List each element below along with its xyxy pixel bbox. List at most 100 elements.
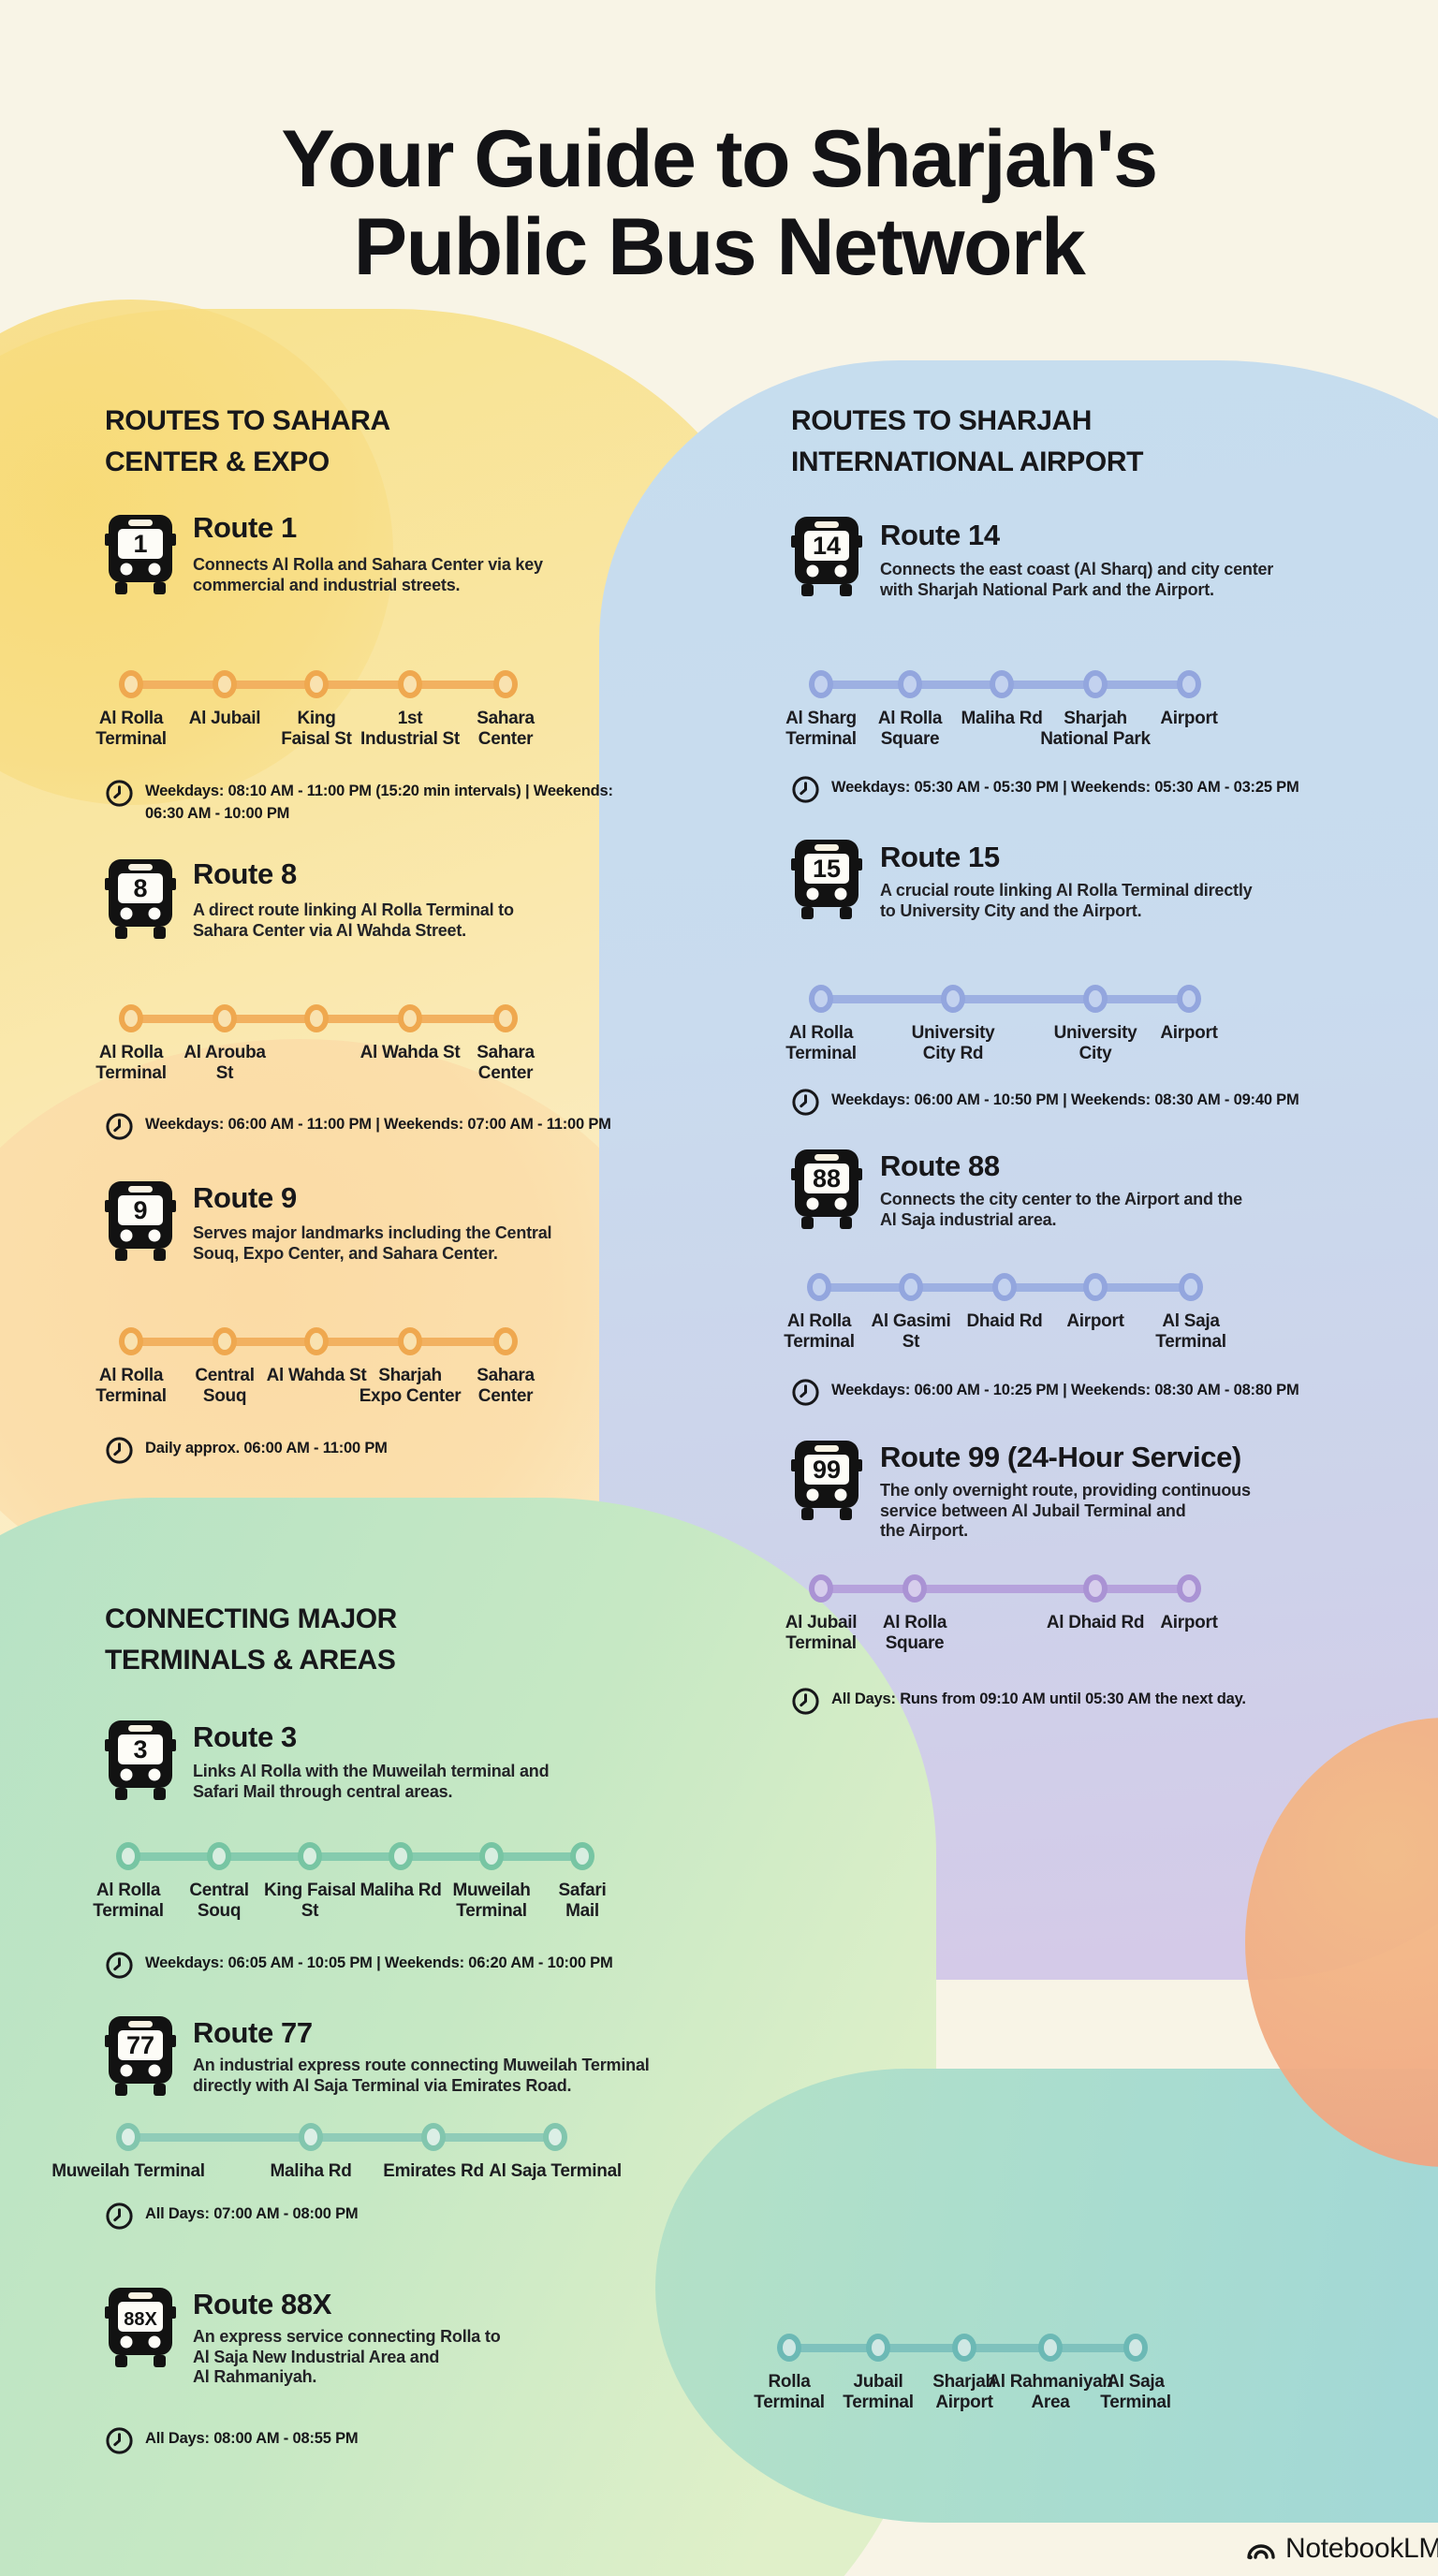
route-description: Connects the city center to the Airport … xyxy=(880,1190,1242,1229)
route-77-stop-node xyxy=(421,2123,446,2151)
route-number: 15 xyxy=(813,855,841,883)
route-3-stop-node xyxy=(207,1842,231,1870)
bus-front-icon: 1 xyxy=(105,515,176,594)
bus-icon: 8 xyxy=(105,857,176,942)
bus-front-icon: 77 xyxy=(105,2016,176,2096)
route-15-stop-node xyxy=(941,985,965,1013)
bus-icon: 14 xyxy=(791,515,862,599)
route-number: 88 xyxy=(813,1164,841,1193)
clock-icon xyxy=(106,2427,133,2454)
clock-icon xyxy=(792,1089,819,1116)
schedule-text: Weekdays: 06:05 AM - 10:05 PM | Weekends… xyxy=(145,1954,613,1971)
route-schedule: All Days: 07:00 AM - 08:00 PM xyxy=(105,2203,359,2231)
route-77-stop-node xyxy=(543,2123,567,2151)
clock-icon xyxy=(792,1379,819,1406)
bus-front-icon: 88X xyxy=(105,2288,176,2367)
route-3-stop-node xyxy=(116,1842,140,1870)
route-3-stop-node xyxy=(389,1842,413,1870)
clock-icon xyxy=(792,776,819,803)
route-title: Route 77 xyxy=(193,2016,313,2049)
extra-line-stop-node xyxy=(1038,2334,1063,2362)
stop-label: King Faisal St xyxy=(263,1881,357,1922)
section-heading-terminals: CONNECTING MAJOR TERMINALS & AREAS xyxy=(105,1603,397,1676)
route-1-stop-node xyxy=(304,670,329,698)
route-schedule: Weekdays: 06:00 AM - 10:50 PM | Weekends… xyxy=(791,1089,1299,1117)
section-heading-sahara: ROUTES TO SAHARA CENTER & EXPO xyxy=(105,405,390,478)
route-3-stop-node xyxy=(570,1842,594,1870)
route-1-stop-node xyxy=(398,670,422,698)
route-title: Route 15 xyxy=(880,841,1000,873)
route-1-stop-node xyxy=(119,670,143,698)
route-1-stop-node xyxy=(493,670,518,698)
bus-front-icon: 9 xyxy=(105,1181,176,1261)
stop-label: Al Saja Terminal xyxy=(489,2161,622,2181)
route-title: Route 3 xyxy=(193,1720,297,1753)
route-9-stop-node xyxy=(213,1327,237,1355)
route-9-stop-node xyxy=(119,1327,143,1355)
stop-label: Al Rolla Square xyxy=(882,1613,947,1654)
clock-icon xyxy=(106,2203,133,2230)
route-8-stop-node xyxy=(398,1004,422,1032)
stop-label: Maliha Rd xyxy=(270,2161,352,2181)
route-number: 77 xyxy=(126,2031,154,2059)
route-8-stop-node xyxy=(304,1004,329,1032)
extra-line-stop-node xyxy=(1123,2334,1148,2362)
stop-label: Al Dhaid Rd xyxy=(1046,1613,1145,1632)
clock-icon xyxy=(106,1113,133,1140)
route-number: 1 xyxy=(133,530,147,558)
route-77-line xyxy=(128,2133,555,2142)
bus-front-icon: 99 xyxy=(791,1441,862,1520)
route-9-stop-node xyxy=(304,1327,329,1355)
stop-label: Sahara Center xyxy=(477,709,535,750)
route-description: An express service connecting Rolla to A… xyxy=(193,2327,501,2387)
route-schedule: All Days: 08:00 AM - 08:55 PM xyxy=(105,2427,359,2455)
route-description: The only overnight route, providing cont… xyxy=(880,1481,1251,1541)
stop-label: Al Rolla Terminal xyxy=(95,1043,167,1084)
route-description: An industrial express route connecting M… xyxy=(193,2056,650,2095)
route-title: Route 99 (24-Hour Service) xyxy=(880,1441,1241,1473)
stop-label: Al Jubail xyxy=(188,709,261,728)
stop-label: Dhaid Rd xyxy=(966,1311,1043,1331)
route-title: Route 14 xyxy=(880,519,1000,551)
stop-label: Al Rolla Square xyxy=(877,709,943,750)
bus-front-icon: 8 xyxy=(105,859,176,939)
stop-label: Jubail Terminal xyxy=(843,2372,914,2413)
route-number: 9 xyxy=(133,1196,147,1224)
route-title: Route 88X xyxy=(193,2288,331,2320)
stop-label: 1st Industrial St xyxy=(360,709,460,750)
route-number: 8 xyxy=(133,874,147,902)
schedule-text: All Days: Runs from 09:10 AM until 05:30… xyxy=(831,1690,1246,1707)
route-title: Route 1 xyxy=(193,511,297,544)
bus-icon: 3 xyxy=(105,1719,176,1803)
route-99-stop-node xyxy=(809,1574,833,1603)
stop-label: King Faisal St xyxy=(281,709,352,750)
stop-label: Sharjah Airport xyxy=(932,2372,996,2413)
stop-label: Al Rolla Terminal xyxy=(95,709,167,750)
route-77-stop-node xyxy=(299,2123,323,2151)
stop-label: Al Rahmaniyah Area xyxy=(988,2372,1113,2413)
stop-label: Muweilah Terminal xyxy=(51,2161,205,2181)
stop-label: Central Souq xyxy=(195,1366,255,1407)
notebooklm-logo: NotebookLM xyxy=(1245,2533,1438,2565)
bus-front-icon: 88 xyxy=(791,1149,862,1229)
stop-label: Emirates Rd xyxy=(383,2161,484,2181)
stop-label: Maliha Rd xyxy=(961,709,1043,728)
clock-icon xyxy=(792,1688,819,1715)
page-title-line1: Your Guide to Sharjah's xyxy=(281,114,1158,204)
route-88-stop-node xyxy=(992,1273,1017,1301)
route-title: Route 8 xyxy=(193,857,297,890)
route-14-stop-node xyxy=(809,670,833,698)
section-heading-airport: ROUTES TO SHARJAH INTERNATIONAL AIRPORT xyxy=(791,405,1144,478)
route-description: Serves major landmarks including the Cen… xyxy=(193,1223,552,1263)
stop-label: Maliha Rd xyxy=(360,1881,442,1900)
clock-icon xyxy=(106,780,133,807)
route-description: A direct route linking Al Rolla Terminal… xyxy=(193,900,514,940)
stop-label: Al Saja Terminal xyxy=(1100,2372,1171,2413)
page-title-line2: Public Bus Network xyxy=(353,201,1086,292)
route-99-stop-node xyxy=(902,1574,927,1603)
stop-label: Airport xyxy=(1066,1311,1124,1331)
route-3-stop-node xyxy=(479,1842,504,1870)
route-schedule: Weekdays: 08:10 AM - 11:00 PM (15:20 min… xyxy=(105,780,613,826)
route-schedule: Weekdays: 06:00 AM - 10:25 PM | Weekends… xyxy=(791,1379,1299,1407)
route-88-stop-node xyxy=(899,1273,923,1301)
